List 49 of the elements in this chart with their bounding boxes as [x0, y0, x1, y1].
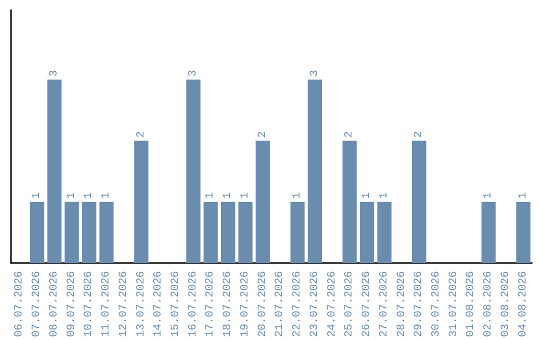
x-tick-label: 25.07.2026	[344, 270, 356, 338]
data-label: 1	[482, 192, 495, 199]
x-tick-label: 18.07.2026	[222, 270, 234, 338]
x-tick-label: 26.07.2026	[361, 270, 374, 338]
x-tick-label: 07.07.2026	[31, 270, 44, 338]
x-tick-label: 22.07.2026	[292, 270, 304, 338]
x-tick-label: 08.07.2026	[48, 270, 60, 338]
data-label: 3	[308, 70, 321, 77]
x-tick-label: 17.07.2026	[204, 270, 217, 338]
x-tick-label: 13.07.2026	[135, 270, 148, 338]
data-label: 1	[204, 192, 217, 199]
x-tick-label: 27.07.2026	[378, 270, 390, 338]
x-tick-label: 04.08.2026	[517, 270, 530, 338]
data-label: 1	[292, 192, 304, 199]
data-label: 1	[31, 192, 44, 199]
data-label: 3	[48, 70, 60, 77]
data-label: 1	[239, 192, 252, 199]
x-tick-label: 06.07.2026	[14, 270, 26, 338]
x-tick-label: 21.07.2026	[274, 270, 286, 338]
data-label: 2	[413, 131, 426, 138]
x-tick-label: 15.07.2026	[170, 270, 182, 338]
x-tick-label: 23.07.2026	[308, 270, 321, 338]
data-label: 3	[187, 70, 200, 77]
data-label: 1	[517, 192, 530, 199]
data-label: 2	[344, 131, 356, 138]
x-tick-label: 02.08.2026	[482, 270, 495, 338]
x-tick-label: 30.07.2026	[430, 270, 442, 338]
x-tick-label: 20.07.2026	[256, 270, 269, 338]
data-label: 1	[83, 192, 96, 199]
data-label: 1	[222, 192, 234, 199]
data-label: 1	[100, 192, 113, 199]
x-tick-label: 24.07.2026	[326, 270, 338, 338]
x-tick-label: 01.08.2026	[465, 270, 478, 338]
data-label: 2	[256, 131, 269, 138]
x-tick-label: 31.07.2026	[448, 270, 460, 338]
data-label: 1	[66, 192, 78, 199]
x-tick-label: 28.07.2026	[396, 270, 408, 338]
x-tick-label: 16.07.2026	[187, 270, 200, 338]
x-tick-label: 12.07.2026	[118, 270, 130, 338]
data-label: 2	[135, 131, 148, 138]
x-tick-label: 19.07.2026	[239, 270, 252, 338]
x-tick-label: 11.07.2026	[100, 270, 113, 338]
x-tick-label: 10.07.2026	[83, 270, 96, 338]
x-tick-label: 09.07.2026	[66, 270, 78, 338]
x-tick-label: 03.08.2026	[500, 270, 512, 338]
x-tick-label: 14.07.2026	[152, 270, 165, 338]
data-label: 1	[378, 192, 390, 199]
data-label: 1	[361, 192, 374, 199]
x-tick-label: 29.07.2026	[413, 270, 426, 338]
